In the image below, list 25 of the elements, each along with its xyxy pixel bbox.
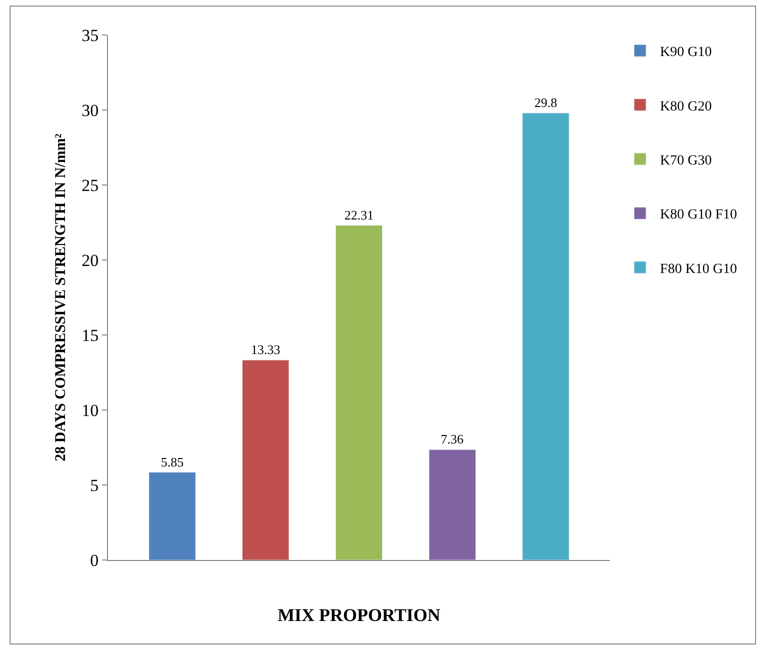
y-tick-label: 35 bbox=[82, 26, 99, 45]
legend-label: K80 G10 F10 bbox=[660, 208, 738, 223]
y-axis-title: 28 DAYS COMPRESSIVE STRENGTH IN N/mm² bbox=[52, 133, 69, 462]
legend-label: K90 G10 bbox=[660, 45, 712, 60]
x-axis-title: MIX PROPORTION bbox=[278, 604, 440, 625]
y-tick-label: 15 bbox=[82, 326, 99, 345]
data-label: 22.31 bbox=[344, 207, 374, 222]
y-tick-label: 10 bbox=[82, 400, 99, 420]
bar bbox=[335, 225, 383, 560]
bar bbox=[242, 360, 290, 560]
legend-label: F80 K10 G10 bbox=[660, 262, 738, 277]
legend-label: K70 G30 bbox=[660, 153, 712, 168]
data-label: 13.33 bbox=[251, 342, 280, 358]
bar bbox=[428, 449, 476, 560]
y-tick-label: 20 bbox=[82, 250, 99, 270]
y-tick-label: 5 bbox=[90, 476, 99, 495]
y-tick-label: 25 bbox=[82, 176, 99, 195]
data-label: 29.8 bbox=[534, 95, 558, 110]
data-label: 5.85 bbox=[160, 454, 184, 470]
y-tick-label: 30 bbox=[82, 100, 99, 120]
y-tick-label: 0 bbox=[90, 550, 99, 570]
bar bbox=[522, 112, 570, 560]
data-label: 7.36 bbox=[440, 432, 464, 447]
legend-label: K80 G20 bbox=[660, 99, 712, 114]
bar bbox=[148, 472, 196, 560]
